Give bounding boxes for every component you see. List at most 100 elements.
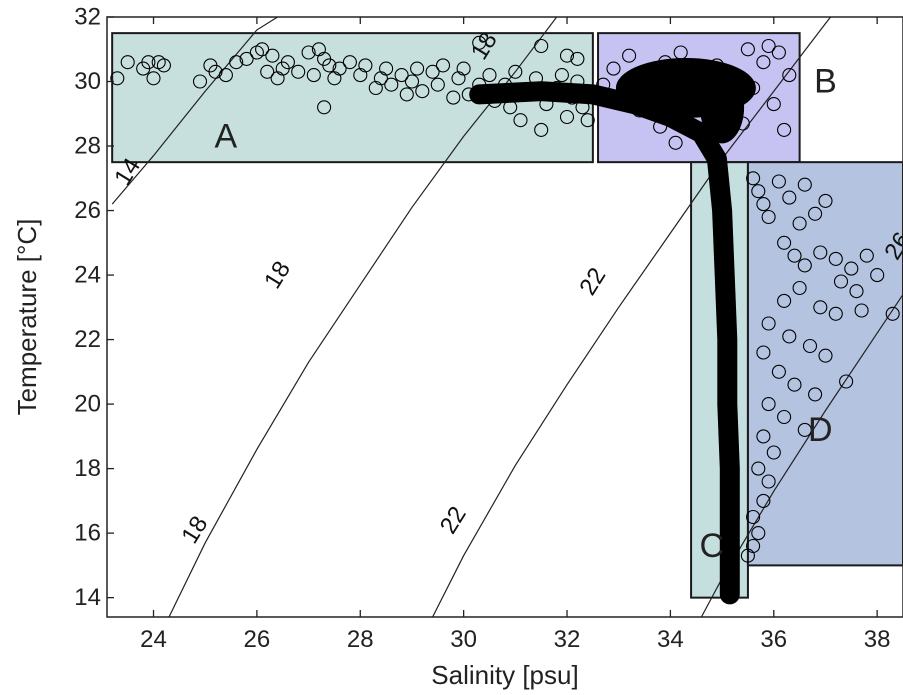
y-tick-label: 14 <box>74 584 101 611</box>
region-d-label: D <box>808 411 833 449</box>
scatter-point <box>332 61 347 76</box>
scatter-point <box>751 526 766 541</box>
scatter-point <box>528 71 544 86</box>
scatter-point <box>782 68 797 83</box>
scatter-point <box>689 126 704 141</box>
scatter-point <box>854 303 869 318</box>
scatter-point <box>756 197 771 212</box>
scatter-point <box>771 174 786 189</box>
scatter-point <box>508 64 523 79</box>
scatter-point <box>828 306 843 321</box>
scatter-point <box>534 38 549 54</box>
scatter-point <box>208 64 223 79</box>
scatter-point <box>761 474 776 489</box>
scatter-point <box>808 387 823 402</box>
contour-label: 18 <box>259 257 296 294</box>
scatter-point <box>487 93 502 108</box>
scatter-point <box>549 80 564 96</box>
scatter-point <box>735 116 750 131</box>
scatter-point <box>818 193 833 208</box>
scatter-point <box>534 122 549 137</box>
y-tick-label: 26 <box>74 197 101 224</box>
scatter-point <box>839 374 854 389</box>
scatter-point <box>497 77 513 92</box>
x-tick-label: 32 <box>554 626 581 653</box>
scatter-point <box>808 206 823 221</box>
scatter-point <box>668 135 683 150</box>
scatter-point <box>777 409 792 425</box>
scatter-point <box>792 280 807 296</box>
scatter-point <box>771 364 786 379</box>
scatter-point <box>523 87 538 102</box>
scatter-point <box>787 377 802 392</box>
x-tick-label: 34 <box>657 626 684 653</box>
x-axis-ticks: 24 26 28 30 32 34 36 38 <box>140 17 891 653</box>
y-tick-label: 28 <box>74 133 101 160</box>
scatter-point <box>870 268 885 283</box>
scatter-point <box>761 397 776 412</box>
x-tick-label: 38 <box>864 626 891 653</box>
scatter-point <box>885 306 900 321</box>
scatter-point <box>792 216 807 231</box>
scatter-point <box>291 64 306 79</box>
scatter-point <box>761 38 776 54</box>
scatter-point <box>746 80 761 96</box>
scatter-point <box>559 48 575 63</box>
region-d-box <box>746 161 903 567</box>
scatter-point <box>802 338 818 354</box>
scatter-point <box>766 97 781 112</box>
density-contour-22 <box>432 16 832 618</box>
scatter-point <box>653 119 668 134</box>
scatter-point <box>751 461 766 476</box>
scatter-point <box>430 77 445 92</box>
scatter-point <box>342 55 357 70</box>
scatter-point <box>777 293 792 308</box>
scatter-point <box>410 61 425 76</box>
scatter-point <box>797 258 812 273</box>
scatter-point <box>110 71 125 86</box>
scatter-point <box>632 103 647 118</box>
scatter-point <box>322 58 337 73</box>
scatter-point <box>565 90 580 105</box>
scatter-point <box>751 184 766 199</box>
scatter-point <box>844 261 859 276</box>
scatter-point <box>192 74 208 89</box>
scatter-point <box>756 493 771 508</box>
scatter-point <box>379 61 394 76</box>
y-tick-label: 30 <box>74 68 101 95</box>
scatter-point <box>611 90 626 105</box>
scatter-point <box>787 248 802 263</box>
scatter-point <box>570 74 585 89</box>
scatter-point <box>580 113 595 128</box>
contour-label: 22 <box>574 263 611 300</box>
scatter-point <box>818 348 833 363</box>
scatter-point <box>756 55 771 70</box>
scatter-point <box>777 235 792 250</box>
scatter-point <box>570 51 585 66</box>
scatter-point <box>694 64 709 79</box>
scatter-point <box>622 48 637 63</box>
scatter-point <box>260 64 275 79</box>
scatter-point <box>218 68 233 83</box>
scatter-point <box>678 84 693 99</box>
y-tick-label: 20 <box>74 391 101 418</box>
scatter-point <box>756 345 771 360</box>
scatter-point <box>461 87 476 102</box>
scatter-point <box>472 77 487 92</box>
x-tick-label: 28 <box>347 626 374 653</box>
scatter-point <box>715 106 730 121</box>
dense-data-core <box>469 57 756 605</box>
scatter-point <box>146 71 161 86</box>
scatter-point <box>539 97 554 112</box>
density-contour-26 <box>700 294 903 618</box>
scatter-point <box>761 209 776 225</box>
scatter-point <box>280 55 295 70</box>
scatter-point <box>399 87 414 102</box>
scatter-point <box>425 64 440 79</box>
scatter-point <box>663 93 678 108</box>
scatter-point <box>725 71 740 86</box>
scatter-point <box>797 422 812 437</box>
scatter-point <box>384 77 399 92</box>
scatter-point <box>446 90 461 105</box>
